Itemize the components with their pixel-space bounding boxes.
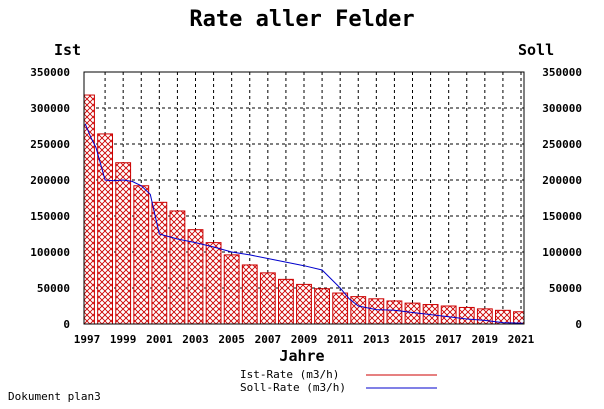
bar-1997 — [83, 94, 95, 325]
plot-frame — [83, 71, 525, 325]
y-tick-right-150000: 150000 — [542, 210, 582, 223]
footer-note: Dokument plan3 — [8, 390, 101, 403]
ist-bars — [83, 94, 525, 325]
y-tick-right-250000: 250000 — [542, 138, 582, 151]
x-ticks: 1997 1999 2001 2003 2005 2007 2009 2011 2013 2015… — [74, 333, 535, 346]
y-tick-left-150000: 150000 — [30, 210, 70, 223]
bar-2018 — [458, 306, 475, 325]
soll-line-group — [84, 123, 523, 324]
bar-2013 — [368, 298, 385, 325]
x-axis-title: Jahre — [279, 347, 324, 365]
x-tick-2009: 2009 — [291, 333, 318, 346]
left-axis-title: Ist — [54, 41, 81, 59]
y-tick-left-100000: 100000 — [30, 246, 70, 259]
bar-2021 — [513, 311, 525, 325]
bar-2000 — [133, 185, 150, 325]
x-tick-2007: 2007 — [255, 333, 282, 346]
bar-2007 — [259, 272, 276, 325]
y-tick-right-300000: 300000 — [542, 102, 582, 115]
bar-2004 — [205, 242, 222, 325]
right-axis-title: Soll — [518, 41, 554, 59]
x-tick-2017: 2017 — [435, 333, 462, 346]
bar-2014 — [386, 300, 403, 325]
soll-rate-line — [84, 123, 523, 324]
y-tick-right-350000: 350000 — [542, 66, 582, 79]
bar-2017 — [440, 305, 457, 325]
legend-label-ist: Ist-Rate (m3/h) — [240, 368, 339, 381]
bar-2005 — [223, 254, 240, 325]
left-y-ticks: 0 50000 100000 150000 200000 250000 300000 3500… — [30, 66, 70, 331]
x-tick-2011: 2011 — [327, 333, 354, 346]
bar-2010 — [314, 288, 330, 325]
chart-title: Rate aller Felder — [189, 7, 414, 32]
legend: Ist-Rate (m3/h) Soll-Rate (m3/h) — [240, 368, 437, 394]
x-tick-2003: 2003 — [182, 333, 209, 346]
x-tick-1997: 1997 — [74, 333, 101, 346]
y-tick-left-350000: 350000 — [30, 66, 70, 79]
right-y-ticks: 0 50000 100000 150000 200000 250000 300000 3500… — [542, 66, 582, 331]
y-tick-right-200000: 200000 — [542, 174, 582, 187]
bar-2002 — [169, 210, 186, 325]
x-tick-2001: 2001 — [146, 333, 173, 346]
bar-2012 — [350, 296, 367, 325]
y-tick-left-200000: 200000 — [30, 174, 70, 187]
bar-1999 — [115, 162, 132, 325]
bar-2006 — [241, 264, 258, 325]
y-tick-right-50000: 50000 — [549, 282, 582, 295]
x-tick-2013: 2013 — [363, 333, 390, 346]
y-tick-right-0: 0 — [575, 318, 582, 331]
y-tick-right-100000: 100000 — [542, 246, 582, 259]
y-tick-left-0: 0 — [63, 318, 70, 331]
x-tick-1999: 1999 — [110, 333, 137, 346]
bar-2009 — [296, 283, 312, 325]
bar-2008 — [278, 278, 294, 325]
legend-label-soll: Soll-Rate (m3/h) — [240, 381, 346, 394]
bar-2019 — [476, 308, 493, 325]
x-tick-2005: 2005 — [218, 333, 245, 346]
x-tick-2019: 2019 — [472, 333, 499, 346]
y-tick-left-250000: 250000 — [30, 138, 70, 151]
x-tick-2021: 2021 — [508, 333, 535, 346]
y-tick-left-50000: 50000 — [37, 282, 70, 295]
bar-2011 — [332, 292, 349, 325]
y-tick-left-300000: 300000 — [30, 102, 70, 115]
x-tick-2015: 2015 — [399, 333, 426, 346]
bar-2001 — [151, 201, 168, 325]
